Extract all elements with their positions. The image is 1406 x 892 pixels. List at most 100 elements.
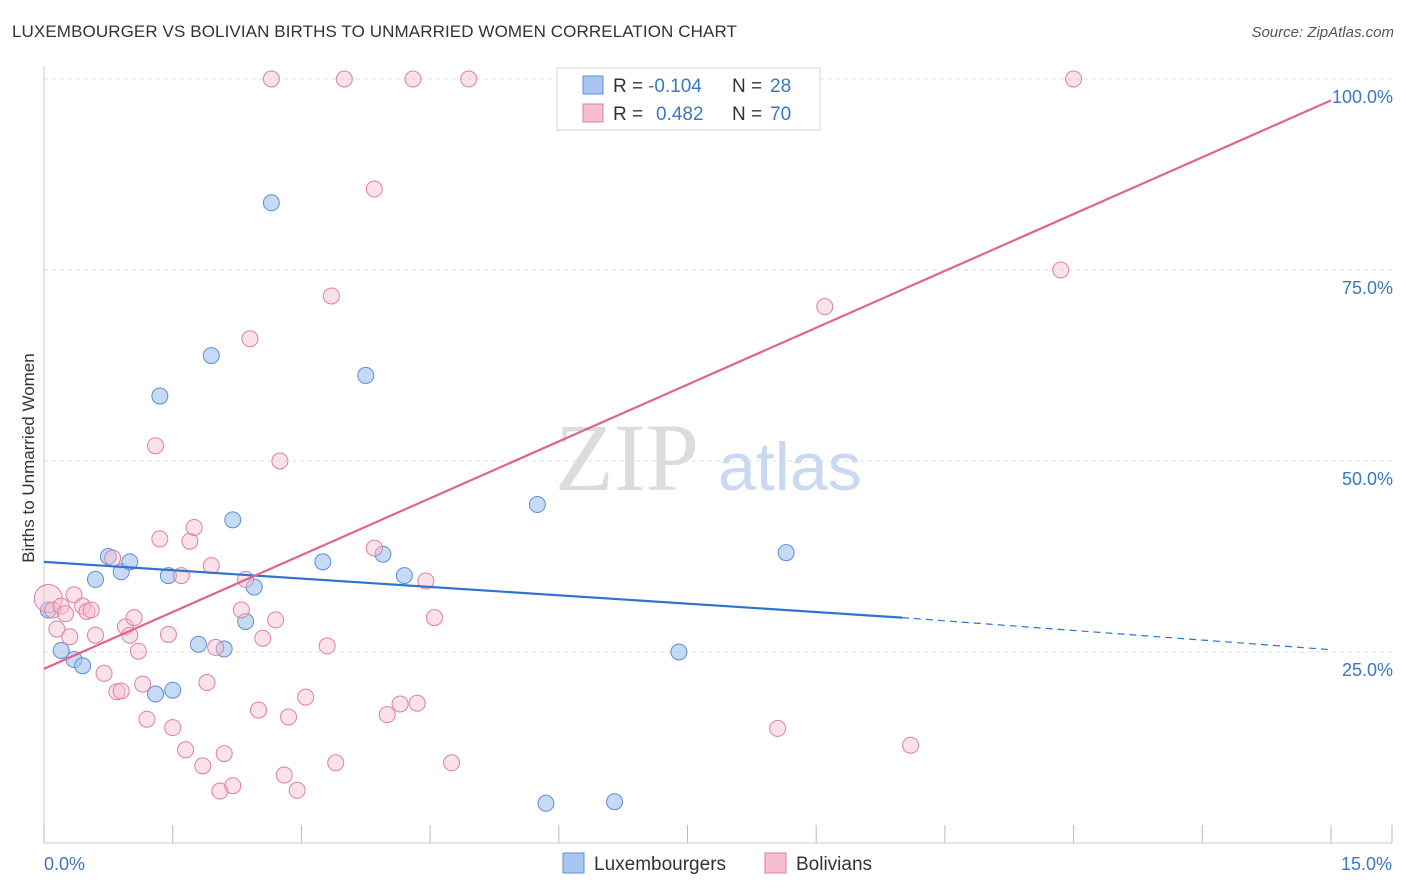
bolivians-point-18	[129, 642, 147, 660]
y-tick-label-3: 100.0%	[1332, 87, 1393, 107]
luxembourgers-point-12	[189, 635, 207, 653]
luxembourgers-point-1	[52, 641, 70, 659]
bolivians-point-56	[443, 754, 461, 772]
bolivians-point-35	[224, 777, 242, 795]
trend-lines	[43, 99, 1332, 670]
luxembourgers-point-22	[395, 567, 413, 585]
bolivians-point-21	[147, 437, 165, 455]
luxembourgers-point-14	[215, 640, 233, 658]
bolivians-point-33	[211, 782, 229, 800]
source-label: Source: ZipAtlas.com	[1251, 24, 1394, 41]
luxembourgers-points	[39, 194, 795, 812]
bolivians-point-29	[194, 757, 212, 775]
bolivians-point-6	[65, 586, 83, 604]
bolivians-point-50	[365, 539, 383, 557]
bolivians-point-22	[151, 530, 169, 548]
bolivians-point-28	[185, 518, 203, 536]
bolivians-point-11	[95, 664, 113, 682]
legend-n-value-luxembourgers: 28	[770, 76, 791, 97]
luxembourgers-point-11	[164, 681, 182, 699]
axes	[43, 66, 1393, 844]
bottom-legend-label-bolivians: Bolivians	[796, 854, 872, 875]
y-tick-label-0: 25.0%	[1342, 660, 1393, 680]
bolivians-point-42	[271, 452, 289, 470]
legend-swatch-bolivians	[582, 103, 604, 123]
bolivians-point-66	[816, 298, 834, 316]
luxembourgers-point-9	[151, 387, 169, 405]
y-tick-label-2: 75.0%	[1342, 278, 1393, 298]
luxembourgers-point-19	[314, 553, 332, 571]
legend-swatch-luxembourgers	[582, 75, 604, 95]
legend-r-label-2: R =	[613, 104, 643, 125]
luxembourgers-point-13	[202, 347, 220, 365]
bolivians-point-61	[460, 70, 478, 88]
luxembourgers-point-23	[528, 496, 546, 514]
bolivians-point-24	[164, 719, 182, 737]
bolivians-point-55	[425, 609, 443, 627]
bolivians-point-47	[318, 637, 336, 655]
luxembourgers-point-15	[224, 511, 242, 529]
bolivians-point-27	[181, 532, 199, 550]
legend-r-value-luxembourgers: -0.104	[648, 76, 702, 97]
bolivians-point-68	[1052, 261, 1070, 279]
bolivians-point-53	[408, 694, 426, 712]
y-tick-labels: 25.0% 50.0% 75.0% 100.0%	[1332, 87, 1393, 680]
bolivians-point-4	[56, 605, 74, 623]
bolivians-point-44	[280, 708, 298, 726]
bolivians-point-45	[288, 781, 306, 799]
bolivians-point-41	[267, 611, 285, 629]
bottom-legend-label-luxembourgers: Luxembourgers	[594, 854, 726, 875]
bolivians-point-49	[327, 754, 345, 772]
bolivians-trend-line	[43, 99, 1332, 670]
bolivians-point-67	[902, 736, 920, 754]
bolivians-point-64	[1065, 70, 1083, 88]
bolivians-point-30	[198, 674, 216, 692]
x-tick-max: 15.0%	[1341, 854, 1392, 874]
bolivians-point-43	[275, 766, 293, 784]
bolivians-point-46	[297, 688, 315, 706]
bolivians-point-2	[48, 620, 66, 638]
legend-n-value-bolivians: 70	[770, 104, 791, 125]
bolivians-point-60	[404, 70, 422, 88]
watermark-atlas: atlas	[718, 429, 862, 505]
bolivians-point-10	[86, 626, 104, 644]
legend-n-label-2: N =	[732, 104, 762, 125]
bolivians-point-5	[61, 628, 79, 646]
bolivians-point-12	[104, 549, 122, 567]
bolivians-point-51	[378, 706, 396, 724]
legend-r-label-1: R =	[613, 76, 643, 97]
bolivians-point-36	[232, 601, 250, 619]
bolivians-point-52	[391, 695, 409, 713]
bolivians-point-48	[322, 287, 340, 305]
luxembourgers-point-4	[86, 570, 104, 588]
bolivians-point-26	[177, 741, 195, 759]
y-axis-title: Births to Unmarried Women	[19, 353, 38, 562]
luxembourgers-point-3	[74, 657, 92, 675]
bolivians-point-34	[215, 745, 233, 763]
stats-legend: R = -0.104 N = 28 R = 0.482 N = 70	[556, 67, 821, 131]
luxembourgers-trend-extension	[901, 617, 1332, 651]
luxembourgers-point-8	[147, 685, 165, 703]
bolivians-point-38	[241, 330, 259, 348]
bolivians-point-65	[769, 719, 787, 737]
luxembourgers-point-21	[374, 545, 392, 563]
bottom-legend-swatch-bolivians	[764, 852, 787, 874]
bolivians-point-54	[417, 572, 435, 590]
bolivians-point-39	[250, 701, 267, 719]
luxembourgers-point-24	[537, 794, 555, 812]
chart-title: LUXEMBOURGER VS BOLIVIAN BIRTHS TO UNMAR…	[12, 22, 737, 41]
legend-r-value-bolivians: 0.482	[656, 104, 704, 125]
bolivians-point-40	[254, 629, 272, 647]
luxembourgers-point-18	[262, 194, 280, 212]
luxembourgers-point-27	[777, 544, 795, 562]
luxembourgers-trend-line	[43, 560, 903, 619]
bolivians-point-9	[82, 601, 100, 619]
y-tick-label-1: 50.0%	[1342, 469, 1393, 489]
luxembourgers-point-26	[670, 643, 688, 661]
bolivians-point-58	[262, 70, 280, 88]
bolivians-points	[33, 70, 1083, 800]
bottom-legend-swatch-luxembourgers	[562, 852, 585, 874]
luxembourgers-point-16	[237, 612, 255, 630]
bolivians-point-14	[112, 682, 130, 700]
